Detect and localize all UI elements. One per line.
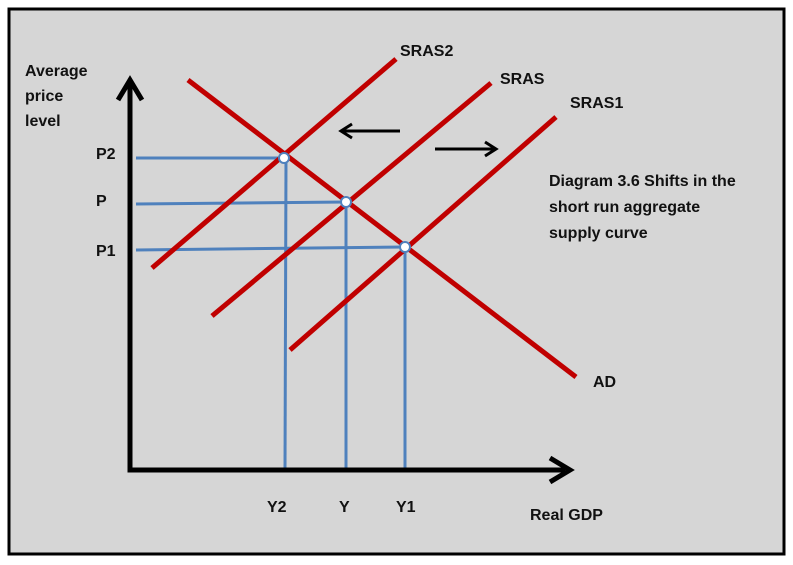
curve-label: SRAS1	[570, 95, 623, 112]
sras1-curve	[288, 115, 558, 352]
sras2-curve	[150, 57, 398, 270]
y-arrowhead	[115, 75, 145, 102]
x-arrowhead	[548, 455, 575, 485]
y-axis-label: level	[25, 113, 61, 130]
guide-p1	[135, 245, 406, 252]
caption: supply curve	[549, 225, 648, 242]
background	[7, 7, 786, 556]
ad-curve	[186, 78, 578, 379]
y-axis-label: Average	[25, 63, 88, 80]
price-label: P2	[96, 146, 116, 163]
curve-label: AD	[593, 374, 616, 391]
price-label: P	[96, 193, 107, 210]
caption: short run aggregate	[549, 199, 700, 216]
guides	[135, 156, 407, 471]
guide-p	[135, 200, 347, 206]
equilibria	[278, 152, 411, 253]
equilibrium-point	[278, 152, 290, 164]
axis-lines	[127, 85, 565, 473]
output-label: Y1	[396, 499, 416, 516]
price-label: P1	[96, 243, 116, 260]
equilibrium-point	[399, 241, 411, 253]
x-axis-label: Real GDP	[530, 507, 603, 524]
y-axis-label: price	[25, 88, 63, 105]
curves	[150, 57, 578, 379]
curve-label: SRAS2	[400, 43, 453, 60]
shift-arrows	[338, 122, 499, 158]
axes	[115, 75, 575, 485]
equilibrium-point	[340, 196, 352, 208]
output-label: Y	[339, 499, 350, 516]
guide-y2	[283, 157, 288, 471]
arrowhead	[338, 122, 353, 140]
sras-curve	[210, 81, 493, 318]
output-label: Y2	[267, 499, 287, 516]
curve-label: SRAS	[500, 71, 545, 88]
caption: Diagram 3.6 Shifts in the	[549, 173, 736, 190]
arrowhead	[484, 140, 499, 158]
